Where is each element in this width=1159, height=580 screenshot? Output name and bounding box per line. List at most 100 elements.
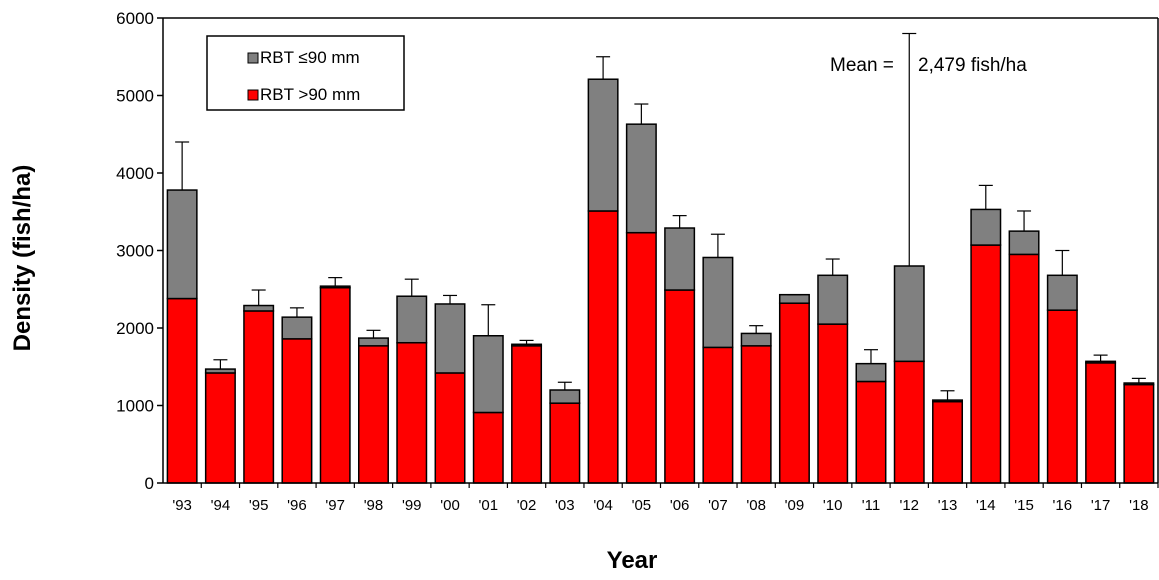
mean-annotation: Mean = 2,479 fish/ha bbox=[830, 55, 1027, 76]
bar-segment-small-fish bbox=[702, 256, 734, 349]
bar-segment-large-fish bbox=[702, 346, 734, 484]
bar-segment-small-fish bbox=[166, 189, 198, 300]
bar-segment-small-fish bbox=[549, 389, 581, 404]
x-tick-label: '18 bbox=[1129, 497, 1149, 514]
y-tick-label: 3000 bbox=[116, 242, 154, 261]
x-tick-label: '95 bbox=[249, 497, 269, 514]
bar-segment-large-fish bbox=[434, 372, 466, 484]
x-tick-label: '98 bbox=[364, 497, 384, 514]
x-axis-title: Year bbox=[607, 547, 658, 574]
bar-segment-small-fish bbox=[511, 343, 543, 347]
x-tick-label: '16 bbox=[1053, 497, 1073, 514]
bar-segment-small-fish bbox=[817, 274, 849, 325]
y-tick-label: 1000 bbox=[116, 397, 154, 416]
bar-segment-large-fish bbox=[817, 323, 849, 484]
legend: RBT ≤90 mm RBT >90 mm bbox=[206, 35, 405, 111]
bar-segment-small-fish bbox=[357, 337, 389, 347]
bar-segment-small-fish bbox=[319, 285, 351, 289]
bar-segment-large-fish bbox=[855, 380, 887, 484]
x-tick-label: '07 bbox=[708, 497, 728, 514]
y-tick-label: 6000 bbox=[116, 9, 154, 28]
bar-segment-small-fish bbox=[1123, 382, 1155, 386]
bar-segment-large-fish bbox=[549, 402, 581, 484]
bar-segment-large-fish bbox=[932, 400, 964, 484]
legend-swatch-small-fish bbox=[247, 52, 259, 64]
bar-segment-small-fish bbox=[740, 332, 772, 347]
bar-segment-small-fish bbox=[472, 335, 504, 414]
x-tick-label: '06 bbox=[670, 497, 690, 514]
bar-segment-large-fish bbox=[970, 244, 1002, 484]
x-tick-label: '10 bbox=[823, 497, 843, 514]
bar-segment-large-fish bbox=[1085, 362, 1117, 484]
bar-segment-large-fish bbox=[243, 310, 275, 484]
legend-swatch-large-fish bbox=[247, 89, 259, 101]
bar-segment-large-fish bbox=[204, 372, 236, 484]
x-tick-label: '99 bbox=[402, 497, 422, 514]
x-tick-label: '15 bbox=[1014, 497, 1034, 514]
bar-segment-small-fish bbox=[434, 303, 466, 374]
x-tick-label: '08 bbox=[746, 497, 766, 514]
x-tick-label: '01 bbox=[479, 497, 499, 514]
x-tick-label: '97 bbox=[325, 497, 345, 514]
bar-segment-small-fish bbox=[855, 362, 887, 383]
bar-segment-large-fish bbox=[281, 338, 313, 484]
bar-segment-small-fish bbox=[893, 265, 925, 363]
x-tick-label: '00 bbox=[440, 497, 460, 514]
bar-segment-large-fish bbox=[166, 297, 198, 484]
legend-label-large-fish: RBT >90 mm bbox=[260, 85, 360, 104]
bar-segment-large-fish bbox=[1008, 253, 1040, 484]
mean-label: Mean = bbox=[830, 55, 894, 76]
legend-box bbox=[206, 35, 405, 111]
x-tick-labels: '93 '94 '95 '96 '97 '98 '99 '00 '01 '02 '03 '04 '05 '… bbox=[172, 483, 1159, 514]
bar-segment-small-fish bbox=[970, 208, 1002, 246]
mean-value: 2,479 fish/ha bbox=[918, 55, 1027, 76]
bar-segment-small-fish bbox=[1085, 360, 1117, 364]
legend-label-small-fish: RBT ≤90 mm bbox=[260, 48, 360, 67]
bar-segment-large-fish bbox=[357, 345, 389, 484]
bar-segment-large-fish bbox=[1046, 309, 1078, 484]
bar-segment-large-fish bbox=[587, 210, 619, 484]
bar-segment-large-fish bbox=[778, 302, 810, 484]
x-tick-label: '12 bbox=[899, 497, 919, 514]
bar-segment-small-fish bbox=[396, 295, 428, 344]
y-tick-label: 5000 bbox=[116, 87, 154, 106]
bar-segment-small-fish bbox=[1008, 230, 1040, 256]
x-tick-label: '05 bbox=[632, 497, 652, 514]
bar-segment-small-fish bbox=[1046, 274, 1078, 311]
x-tick-label: '09 bbox=[785, 497, 805, 514]
bar-segment-small-fish bbox=[932, 399, 964, 403]
x-tick-label: '14 bbox=[976, 497, 996, 514]
x-tick-label: '96 bbox=[287, 497, 307, 514]
x-tick-label: '17 bbox=[1091, 497, 1111, 514]
x-tick-label: '13 bbox=[938, 497, 958, 514]
bar-segment-large-fish bbox=[472, 411, 504, 484]
bar-segment-small-fish bbox=[204, 368, 236, 374]
y-tick-label: 2000 bbox=[116, 319, 154, 338]
bar-segment-large-fish bbox=[511, 345, 543, 484]
x-tick-label: '03 bbox=[555, 497, 575, 514]
bar-segment-small-fish bbox=[243, 304, 275, 312]
bar-segment-small-fish bbox=[625, 123, 657, 234]
y-ticks: 0 1000 2000 3000 4000 5000 6000 bbox=[116, 9, 163, 493]
bar-segment-large-fish bbox=[664, 289, 696, 484]
x-tick-label: '11 bbox=[862, 497, 880, 514]
bar-segment-small-fish bbox=[778, 293, 810, 304]
x-tick-label: '04 bbox=[593, 497, 613, 514]
x-tick-label: '93 bbox=[172, 497, 192, 514]
bar-segment-large-fish bbox=[1123, 383, 1155, 484]
error-bars-layer bbox=[175, 32, 1146, 401]
bar-segment-large-fish bbox=[625, 231, 657, 484]
bar-segment-large-fish bbox=[893, 360, 925, 484]
x-tick-label: '02 bbox=[517, 497, 537, 514]
bar-segment-small-fish bbox=[587, 78, 619, 212]
y-tick-label: 0 bbox=[145, 474, 154, 493]
bar-segment-small-fish bbox=[664, 227, 696, 291]
x-tick-label: '94 bbox=[211, 497, 231, 514]
bars-layer bbox=[166, 78, 1155, 484]
bar-segment-small-fish bbox=[281, 316, 313, 340]
bar-segment-large-fish bbox=[319, 286, 351, 484]
y-tick-label: 4000 bbox=[116, 164, 154, 183]
y-axis-title: Density (fish/ha) bbox=[9, 165, 36, 352]
bar-segment-large-fish bbox=[396, 341, 428, 484]
